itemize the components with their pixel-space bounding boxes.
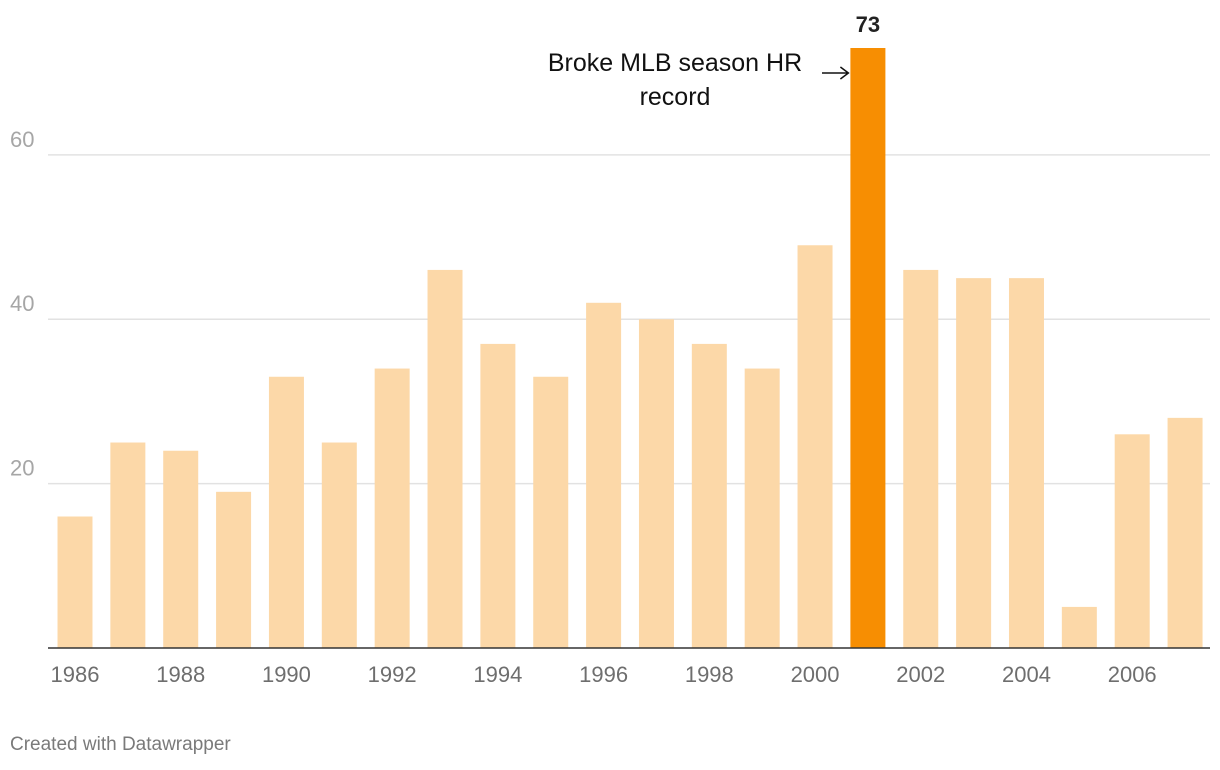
bar-2007 (1167, 417, 1203, 648)
bar-1991 (321, 442, 357, 648)
bar-1986 (57, 516, 93, 648)
bar-1997 (638, 319, 674, 648)
bar-2006 (1114, 434, 1150, 648)
footer-credit: Created with Datawrapper (10, 734, 231, 755)
bars (48, 48, 1210, 649)
bar-1998 (691, 343, 727, 648)
bar-2003 (956, 278, 992, 648)
bar-chart: 20 40 60 1986 1988 1990 1992 1994 1996 1998 2000 2… (10, 12, 1210, 687)
y-tick-label-20: 20 (10, 456, 34, 481)
x-axis-ticks: 1986 1988 1990 1992 1994 1996 1998 2000 2002 2004… (51, 662, 1157, 687)
data-labels: 73 (856, 12, 880, 37)
annotation: Broke MLB season HR record (548, 49, 850, 111)
y-tick-label-60: 60 (10, 127, 34, 152)
x-tick-label-2000: 2000 (791, 662, 840, 687)
bar-1996 (586, 302, 622, 648)
annotation-arrow (822, 66, 850, 80)
bar-2005 (1061, 606, 1097, 648)
bar-2004 (1008, 278, 1044, 648)
x-tick-label-1988: 1988 (156, 662, 205, 687)
annotation-line-1: Broke MLB season HR (548, 49, 802, 77)
bar-2000 (797, 245, 833, 649)
y-tick-label-40: 40 (10, 291, 34, 316)
x-tick-label-1996: 1996 (579, 662, 628, 687)
x-tick-label-1998: 1998 (685, 662, 734, 687)
x-tick-label-1990: 1990 (262, 662, 311, 687)
x-tick-label-1992: 1992 (368, 662, 417, 687)
bar-1999 (744, 368, 780, 648)
data-label-2001: 73 (856, 12, 880, 37)
x-tick-label-1994: 1994 (473, 662, 522, 687)
bar-1989 (216, 491, 252, 648)
x-tick-label-2006: 2006 (1108, 662, 1157, 687)
bar-1995 (533, 376, 569, 648)
bar-1990 (268, 376, 304, 648)
bar-2001 (850, 48, 886, 648)
bar-2002 (903, 269, 939, 648)
x-tick-label-1986: 1986 (51, 662, 100, 687)
annotation-line-2: record (640, 83, 711, 111)
x-tick-label-2004: 2004 (1002, 662, 1051, 687)
bar-1992 (374, 368, 410, 648)
x-tick-label-2002: 2002 (896, 662, 945, 687)
bar-1987 (110, 442, 146, 648)
bar-1994 (480, 343, 516, 648)
bar-1988 (163, 450, 199, 648)
bar-1993 (427, 269, 463, 648)
